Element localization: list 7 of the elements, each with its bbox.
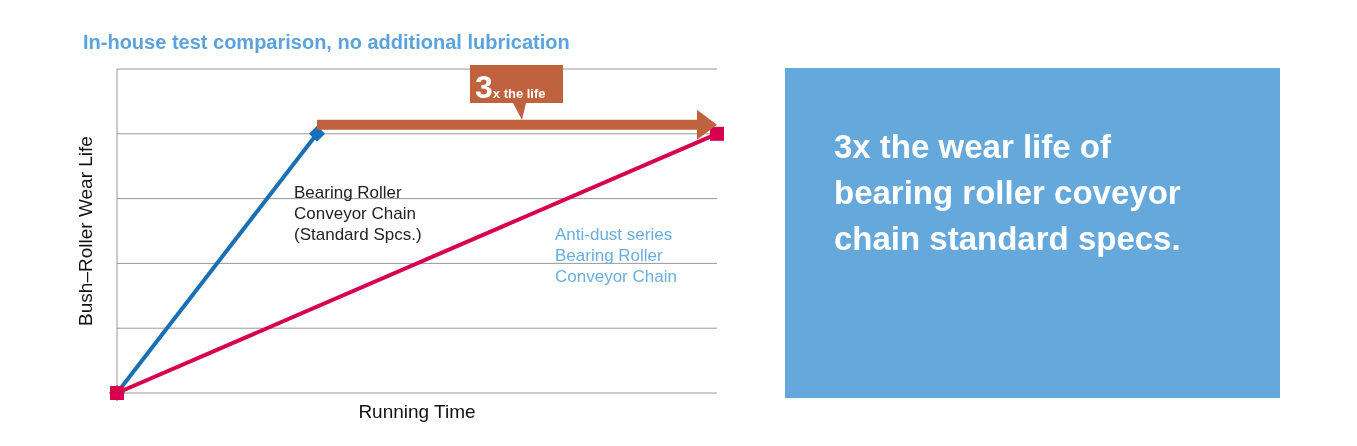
chart-title: In-house test comparison, no additional lubrication [83,31,570,53]
text: 3x the wear life of bearing roller coveyor chain standard specs. [834,128,1181,257]
series-label: Anti-dust series Bearing Roller Conveyor Chain [555,225,677,286]
y-axis-title: Bush–Roller Wear Life [75,136,96,326]
series-label: Bearing Roller Conveyor Chain (Standard Spcs.) [294,183,422,244]
x-axis-title: Running Time [358,401,476,422]
text: 3x the life [475,69,546,105]
